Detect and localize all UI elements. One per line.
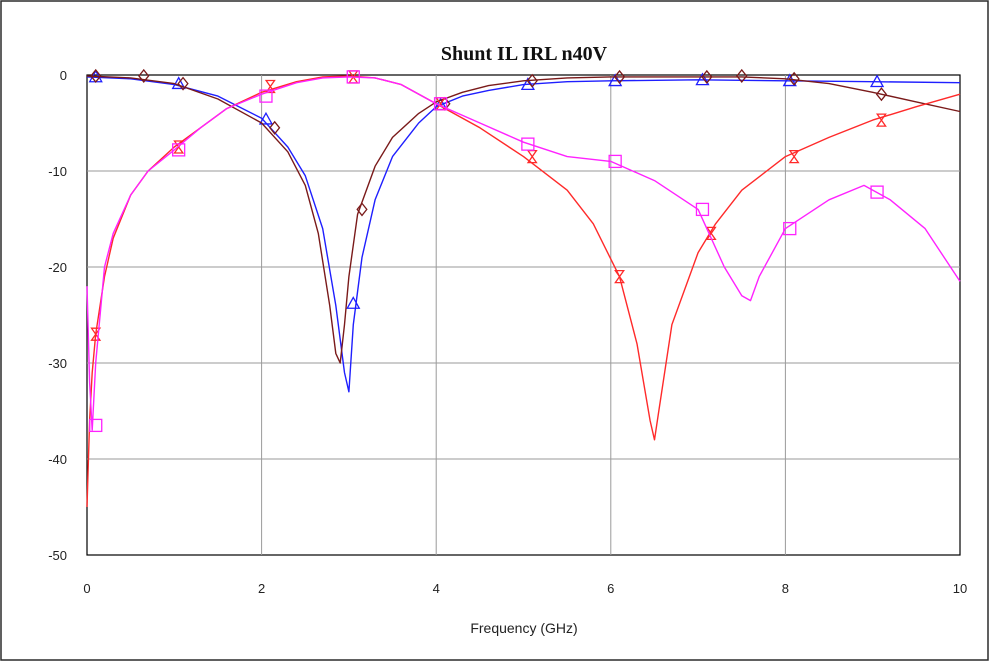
data-point-marker bbox=[705, 226, 717, 241]
y-tick-label: -30 bbox=[48, 356, 67, 371]
data-point-marker bbox=[433, 97, 448, 111]
data-point-marker bbox=[172, 143, 186, 157]
data-point-marker bbox=[258, 111, 274, 125]
series-group bbox=[86, 68, 961, 508]
data-point-marker bbox=[90, 68, 102, 84]
data-point-marker bbox=[608, 73, 623, 87]
data-point-marker bbox=[875, 113, 887, 127]
data-point-marker bbox=[521, 137, 535, 151]
series-2 bbox=[86, 68, 961, 364]
data-point-marker bbox=[701, 69, 713, 84]
x-tick-label: 2 bbox=[258, 581, 265, 596]
grid bbox=[87, 75, 960, 555]
x-tick-label: 0 bbox=[83, 581, 90, 596]
data-point-marker bbox=[269, 120, 281, 135]
data-point-marker bbox=[346, 296, 361, 309]
series-line bbox=[86, 76, 961, 431]
plot-area bbox=[86, 74, 961, 556]
data-point-marker bbox=[695, 202, 710, 217]
data-point-marker bbox=[89, 418, 103, 433]
data-point-marker bbox=[614, 269, 625, 284]
y-tick-label: -40 bbox=[48, 452, 67, 467]
data-point-marker bbox=[259, 89, 273, 103]
x-tick-label: 8 bbox=[782, 581, 789, 596]
data-point-marker bbox=[90, 327, 102, 341]
data-point-marker bbox=[736, 68, 748, 84]
y-tick-label: 0 bbox=[60, 68, 67, 83]
data-point-marker bbox=[869, 74, 885, 88]
x-tick-label: 10 bbox=[953, 581, 967, 596]
data-point-marker bbox=[788, 149, 800, 164]
data-point-marker bbox=[608, 154, 622, 169]
series-4 bbox=[86, 70, 961, 433]
data-point-marker bbox=[875, 87, 888, 102]
data-point-marker bbox=[356, 202, 368, 217]
tick-labels: 0 2 4 6 8 10 0 -10 -20 -30 -40 -50 bbox=[48, 68, 967, 596]
data-point-marker bbox=[173, 140, 185, 154]
y-tick-label: -50 bbox=[48, 548, 67, 563]
x-tick-label: 6 bbox=[607, 581, 614, 596]
series-line bbox=[86, 75, 961, 364]
data-point-marker bbox=[870, 185, 884, 199]
x-axis-title: Frequency (GHz) bbox=[470, 620, 577, 636]
data-point-marker bbox=[177, 76, 189, 91]
data-point-marker bbox=[138, 68, 150, 84]
y-tick-label: -10 bbox=[48, 164, 67, 179]
series-line bbox=[86, 76, 961, 393]
x-tick-label: 4 bbox=[433, 581, 440, 596]
data-point-marker bbox=[783, 221, 797, 236]
data-point-marker bbox=[695, 72, 710, 86]
data-point-marker bbox=[520, 77, 535, 91]
chart-title: Shunt IL IRL n40V bbox=[441, 43, 608, 65]
data-point-marker bbox=[346, 70, 360, 84]
data-point-marker bbox=[526, 73, 538, 88]
data-point-marker bbox=[613, 69, 626, 84]
y-tick-label: -20 bbox=[48, 260, 67, 275]
data-point-marker bbox=[171, 76, 186, 90]
data-point-marker bbox=[788, 71, 800, 86]
